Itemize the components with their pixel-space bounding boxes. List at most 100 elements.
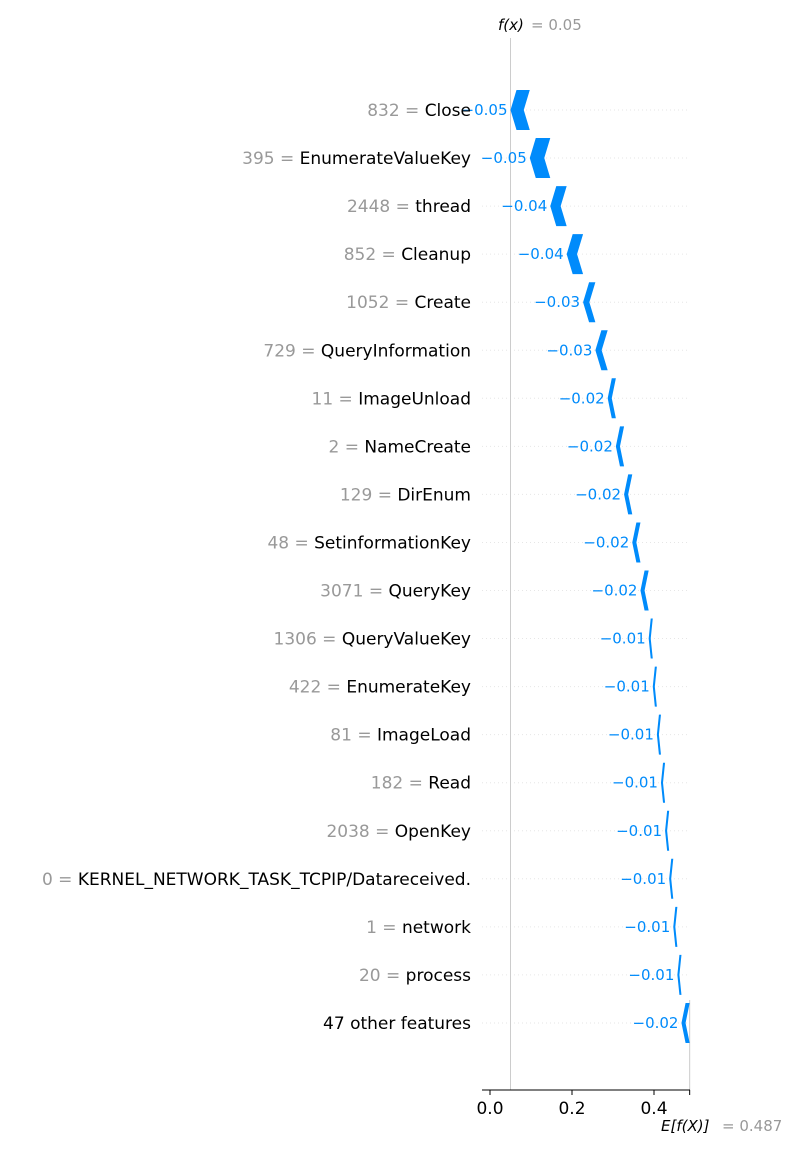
feature-name: thread: [415, 197, 471, 217]
feature-value: 2 =: [328, 437, 364, 457]
waterfall-bar: [681, 1002, 690, 1043]
feature-label: 11 = ImageUnload: [312, 389, 471, 409]
waterfall-bar: [583, 282, 596, 323]
waterfall-bar: [632, 522, 641, 563]
feature-value: 20 =: [359, 966, 406, 986]
feature-name: KERNEL_NETWORK_TASK_TCPIP/Datareceived.: [78, 870, 471, 890]
feature-name: 47 other features: [323, 1014, 471, 1034]
feature-name: SetinformationKey: [314, 533, 471, 553]
feature-name: Create: [415, 293, 472, 313]
contribution-label: −0.01: [612, 774, 658, 792]
feature-name: process: [406, 966, 471, 986]
contribution-label: −0.02: [583, 533, 629, 551]
row-gridlines: [482, 109, 690, 1024]
feature-value: 832 =: [367, 101, 425, 121]
bars: [510, 90, 690, 1043]
waterfall-bar: [652, 666, 657, 707]
waterfall-bar: [615, 426, 625, 467]
waterfall-bar: [550, 186, 567, 227]
contribution-label: −0.05: [462, 101, 508, 119]
feature-name: NameCreate: [364, 437, 471, 457]
feature-value: 422 =: [289, 678, 347, 698]
x-tick-label: 0.4: [640, 1099, 667, 1119]
feature-value: 852 =: [344, 245, 402, 265]
waterfall-bar: [669, 858, 674, 899]
feature-name: QueryInformation: [321, 341, 471, 361]
waterfall-bar: [665, 810, 670, 851]
contribution-label: −0.02: [575, 485, 621, 503]
fx-value: = 0.05: [531, 16, 582, 34]
feature-value: 48 =: [267, 533, 314, 553]
feature-name: EnumerateKey: [346, 678, 471, 698]
contribution-label: −0.02: [633, 1014, 679, 1032]
x-axis: 0.0 0.2 0.4: [476, 1089, 691, 1119]
contribution-label: −0.03: [546, 341, 592, 359]
contribution-label: −0.02: [592, 582, 638, 600]
feature-value: 1 =: [366, 918, 402, 938]
contribution-label: −0.03: [534, 293, 580, 311]
contribution-label: −0.01: [600, 630, 646, 648]
feature-value: 0 =: [42, 870, 78, 890]
waterfall-bar: [607, 378, 616, 419]
x-tick-label: 0.0: [476, 1099, 503, 1119]
feature-value: 2038 =: [326, 822, 394, 842]
feature-label: 1 = network: [366, 918, 471, 938]
waterfall-bar: [640, 570, 649, 611]
waterfall-bar: [656, 714, 661, 755]
feature-label: 729 = QueryInformation: [263, 341, 471, 361]
contribution-label: −0.05: [481, 149, 527, 167]
feature-name: OpenKey: [395, 822, 471, 842]
feature-name: Read: [428, 774, 471, 794]
feature-label: 2448 = thread: [347, 197, 471, 217]
feature-name: ImageUnload: [358, 389, 471, 409]
feature-label: 81 = ImageLoad: [330, 726, 471, 746]
feature-label: 2038 = OpenKey: [326, 822, 471, 842]
feature-label: 20 = process: [359, 966, 471, 986]
feature-value: 11 =: [312, 389, 359, 409]
waterfall-bar: [660, 762, 666, 803]
contribution-label: −0.04: [501, 197, 547, 215]
feature-value: 729 =: [263, 341, 321, 361]
feature-value: 81 =: [330, 726, 377, 746]
feature-value: 1306 =: [274, 630, 342, 650]
waterfall-bar: [673, 906, 678, 947]
feature-value: 1052 =: [346, 293, 414, 313]
waterfall-bar: [624, 474, 633, 515]
contribution-label: −0.01: [628, 966, 674, 984]
feature-label: 1306 = QueryValueKey: [274, 630, 472, 650]
x-tick-label: 0.2: [558, 1099, 585, 1119]
contribution-label: −0.01: [624, 918, 670, 936]
contribution-label: −0.02: [559, 389, 605, 407]
feature-value: 395 =: [242, 149, 300, 169]
feature-label: 852 = Cleanup: [344, 245, 471, 265]
feature-name: Close: [425, 101, 471, 121]
feature-label: 47 other features: [323, 1014, 471, 1034]
feature-label: 3071 = QueryKey: [320, 582, 471, 602]
feature-label: 129 = DirEnum: [340, 485, 471, 505]
contribution-label: −0.01: [620, 870, 666, 888]
contribution-label: −0.04: [518, 245, 564, 263]
feature-label: 395 = EnumerateValueKey: [242, 149, 471, 169]
contribution-label: −0.01: [608, 726, 654, 744]
feature-value: 182 =: [371, 774, 429, 794]
feature-label: 2 = NameCreate: [328, 437, 471, 457]
waterfall-bar: [566, 234, 584, 275]
feature-name: QueryValueKey: [342, 630, 471, 650]
feature-label: 182 = Read: [371, 774, 471, 794]
feature-name: QueryKey: [389, 582, 472, 602]
waterfall-bar: [648, 618, 653, 659]
feature-label: 0 = KERNEL_NETWORK_TASK_TCPIP/Datareceiv…: [42, 870, 471, 890]
ex-label: E[f(X)]: [661, 1117, 710, 1135]
waterfall-bar: [595, 330, 608, 371]
contribution-label: −0.01: [616, 822, 662, 840]
feature-value: 129 =: [340, 485, 398, 505]
feature-value: 2448 =: [347, 197, 415, 217]
feature-name: DirEnum: [397, 485, 471, 505]
feature-name: Cleanup: [401, 245, 471, 265]
contribution-label: −0.01: [604, 678, 650, 696]
feature-name: network: [402, 918, 471, 938]
feature-label: 48 = SetinformationKey: [267, 533, 471, 553]
feature-label: 832 = Close: [367, 101, 471, 121]
